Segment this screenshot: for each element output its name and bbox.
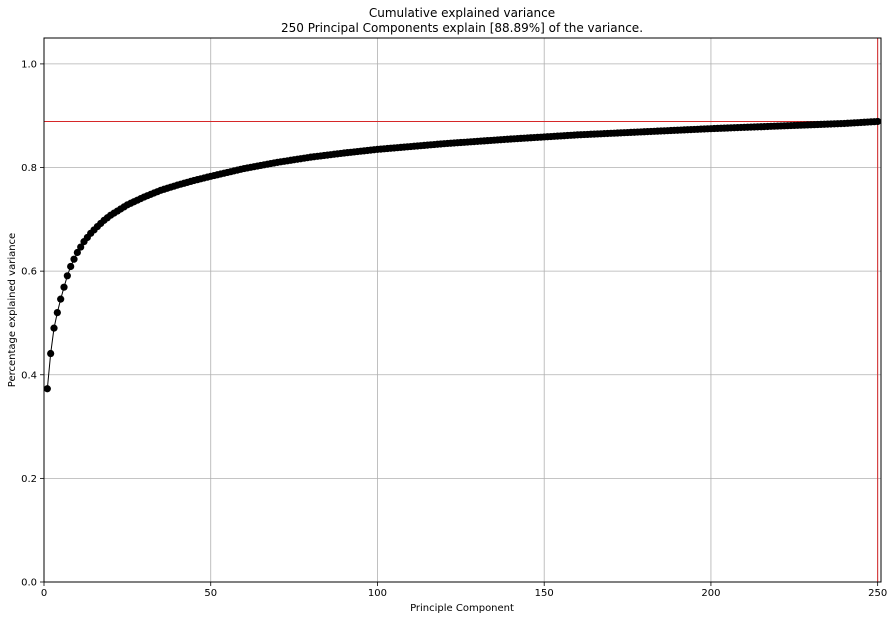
y-tick-label: 0.8 [21,163,37,174]
threshold-lines [44,38,881,582]
x-tick-label: 150 [535,588,554,599]
chart-subtitle: 250 Principal Components explain [88.89%… [281,21,643,35]
plot-frame [43,37,882,583]
y-tick-label: 0.4 [21,370,37,381]
y-tick-label: 0.0 [21,578,37,589]
x-tick-label: 50 [204,588,217,599]
series [43,117,882,393]
x-axis-ticks: 0 50 100 150 200 250 [41,582,887,599]
series-line [46,120,878,389]
data-point [874,117,882,126]
data-point [73,248,81,257]
x-tick-label: 100 [368,588,387,599]
data-point [70,255,78,263]
y-tick-label: 1.0 [21,59,37,70]
x-tick-label: 250 [868,588,887,599]
data-point [63,272,71,280]
y-axis-label: Percentage explained variance [7,233,18,387]
y-tick-label: 0.6 [21,267,37,278]
data-point [77,243,85,251]
data-point [60,283,68,291]
data-point [67,262,75,271]
data-point [53,308,61,317]
y-axis-ticks: 0.0 0.2 0.4 0.6 0.8 1.0 [21,59,44,589]
data-point [57,295,65,303]
x-axis-label: Principle Component [410,603,514,614]
data-point [47,349,55,358]
x-tick-label: 200 [701,588,720,599]
grid [43,38,881,583]
y-tick-label: 0.2 [21,474,37,485]
x-tick-label: 0 [41,588,47,599]
chart-title: Cumulative explained variance [369,6,555,20]
data-point [50,324,58,332]
data-point [43,385,51,393]
